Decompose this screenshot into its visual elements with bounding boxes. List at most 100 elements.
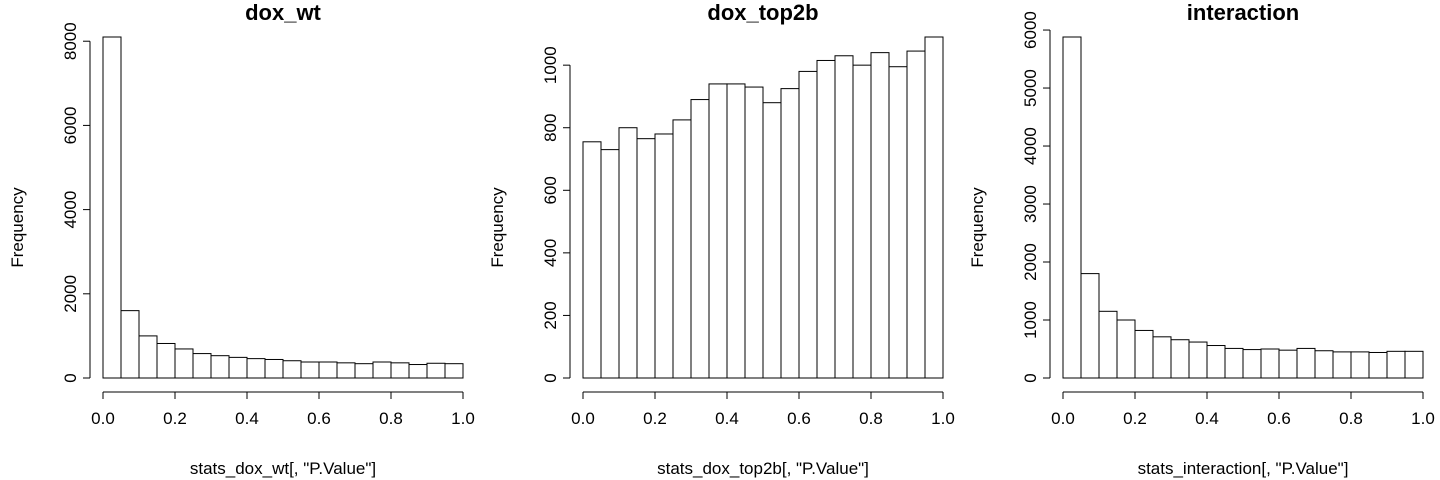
histogram-bar	[1134, 329, 1154, 379]
y-axis-label: Frequency	[8, 187, 27, 268]
y-tick-label: 0	[61, 373, 80, 382]
x-tick-label: 0.2	[163, 409, 187, 428]
y-tick-label: 2000	[1021, 243, 1040, 281]
histogram-bar	[300, 361, 320, 379]
x-tick-label: 0.0	[1051, 409, 1075, 428]
histogram-bar	[1188, 341, 1208, 379]
y-tick-label: 0	[1021, 373, 1040, 382]
y-tick-label: 0	[541, 373, 560, 382]
x-axis-label: stats_interaction[, "P.Value"]	[1138, 459, 1349, 478]
histogram-bar	[582, 141, 602, 379]
histogram-bar	[690, 99, 710, 379]
histogram-bar	[654, 133, 674, 379]
histogram-bar	[1080, 273, 1100, 379]
y-tick-label: 6000	[61, 106, 80, 144]
x-tick-label: 1.0	[1411, 409, 1435, 428]
histogram-bar	[852, 64, 872, 379]
y-tick-label: 5000	[1021, 69, 1040, 107]
histogram-bar	[174, 348, 194, 379]
y-tick-label: 1000	[1021, 301, 1040, 339]
x-tick-label: 0.6	[1267, 409, 1291, 428]
histogram-bar	[1332, 351, 1352, 379]
y-tick-label: 4000	[1021, 127, 1040, 165]
histogram-bar	[906, 50, 926, 379]
histogram-bar	[600, 149, 620, 379]
y-tick-label: 600	[541, 176, 560, 204]
x-tick-label: 0.4	[235, 409, 259, 428]
histogram-bar	[138, 335, 158, 379]
y-tick-label: 800	[541, 114, 560, 142]
histogram-bar	[780, 88, 800, 379]
histogram-bar	[318, 361, 338, 379]
histogram-bar	[246, 358, 266, 379]
histogram-bar	[1314, 350, 1334, 379]
histogram-bar	[1278, 349, 1298, 379]
histogram-bar	[924, 36, 944, 379]
x-tick-label: 0.8	[859, 409, 883, 428]
y-tick-label: 1000	[541, 46, 560, 84]
histogram-panel-interaction: interaction 0.0 0.2 0.4 0.6 0.8 1.0 stats_inter…	[968, 0, 1435, 478]
histogram-bar	[1116, 319, 1136, 379]
x-axis-label: stats_dox_top2b[, "P.Value"]	[657, 459, 869, 478]
x-tick-label: 0.8	[1339, 409, 1363, 428]
histogram-bar	[336, 362, 356, 379]
histogram-bar	[816, 59, 836, 379]
histogram-bar	[1242, 349, 1262, 379]
histogram-bar	[798, 70, 818, 379]
x-tick-label: 0.4	[715, 409, 739, 428]
histogram-bar	[708, 83, 728, 379]
histogram-bar	[102, 36, 122, 379]
chart-title: dox_wt	[245, 0, 321, 25]
histogram-bar	[1170, 339, 1190, 379]
x-axis-label: stats_dox_wt[, "P.Value"]	[190, 459, 376, 478]
x-tick-label: 0.0	[571, 409, 595, 428]
histogram-bar	[618, 127, 638, 379]
histogram-bar	[888, 66, 908, 379]
histogram-bar	[156, 342, 176, 379]
histogram-bar	[1386, 350, 1406, 379]
histogram-bar	[408, 364, 428, 379]
y-tick-label: 6000	[1021, 11, 1040, 49]
histogram-panel-dox_top2b: dox_top2b 0.0 0.2 0.4 0.6 0.8 1.0 stats_dox_top…	[488, 0, 955, 478]
y-axis-label: Frequency	[968, 187, 987, 268]
y-tick-label: 8000	[61, 22, 80, 60]
histogram-bar	[1062, 36, 1082, 379]
histogram-bar	[1404, 350, 1424, 379]
x-tick-label: 1.0	[931, 409, 955, 428]
x-tick-label: 0.2	[1123, 409, 1147, 428]
chart-title: interaction	[1187, 0, 1299, 25]
histogram-panel-dox_wt: dox_wt 0.0 0.2 0.4 0.6 0.8 1.0 stats_dox_wt[, "…	[8, 0, 475, 478]
histogram-bar	[210, 355, 230, 379]
histogram-bar	[426, 362, 446, 379]
y-tick-label: 3000	[1021, 185, 1040, 223]
histogram-bar	[744, 86, 764, 379]
x-tick-label: 0.6	[307, 409, 331, 428]
histogram-bar	[354, 363, 374, 379]
histogram-bar	[264, 358, 284, 379]
histogram-bar	[192, 353, 212, 379]
histogram-bar	[726, 83, 746, 379]
histogram-bar	[762, 102, 782, 379]
histogram-bar	[1296, 347, 1316, 379]
histogram-bar	[372, 361, 392, 379]
histogram-bar	[1224, 347, 1244, 379]
histogram-bar	[1098, 310, 1118, 379]
y-tick-label: 2000	[61, 275, 80, 313]
histogram-bar	[444, 363, 464, 379]
histogram-bar	[1368, 351, 1388, 379]
histogram-bar	[672, 119, 692, 379]
x-tick-label: 0.0	[91, 409, 115, 428]
histogram-bar	[834, 55, 854, 379]
histogram-bar	[390, 362, 410, 379]
y-axis-label: Frequency	[488, 187, 507, 268]
histogram-bar	[1350, 351, 1370, 379]
histogram-bar	[1152, 336, 1172, 379]
y-tick-label: 200	[541, 301, 560, 329]
histogram-bar	[120, 310, 140, 379]
histogram-bar	[1260, 348, 1280, 379]
histogram-bar	[870, 52, 890, 379]
histogram-bar	[636, 138, 656, 379]
histogram-bar	[228, 356, 248, 379]
y-tick-label: 400	[541, 239, 560, 267]
